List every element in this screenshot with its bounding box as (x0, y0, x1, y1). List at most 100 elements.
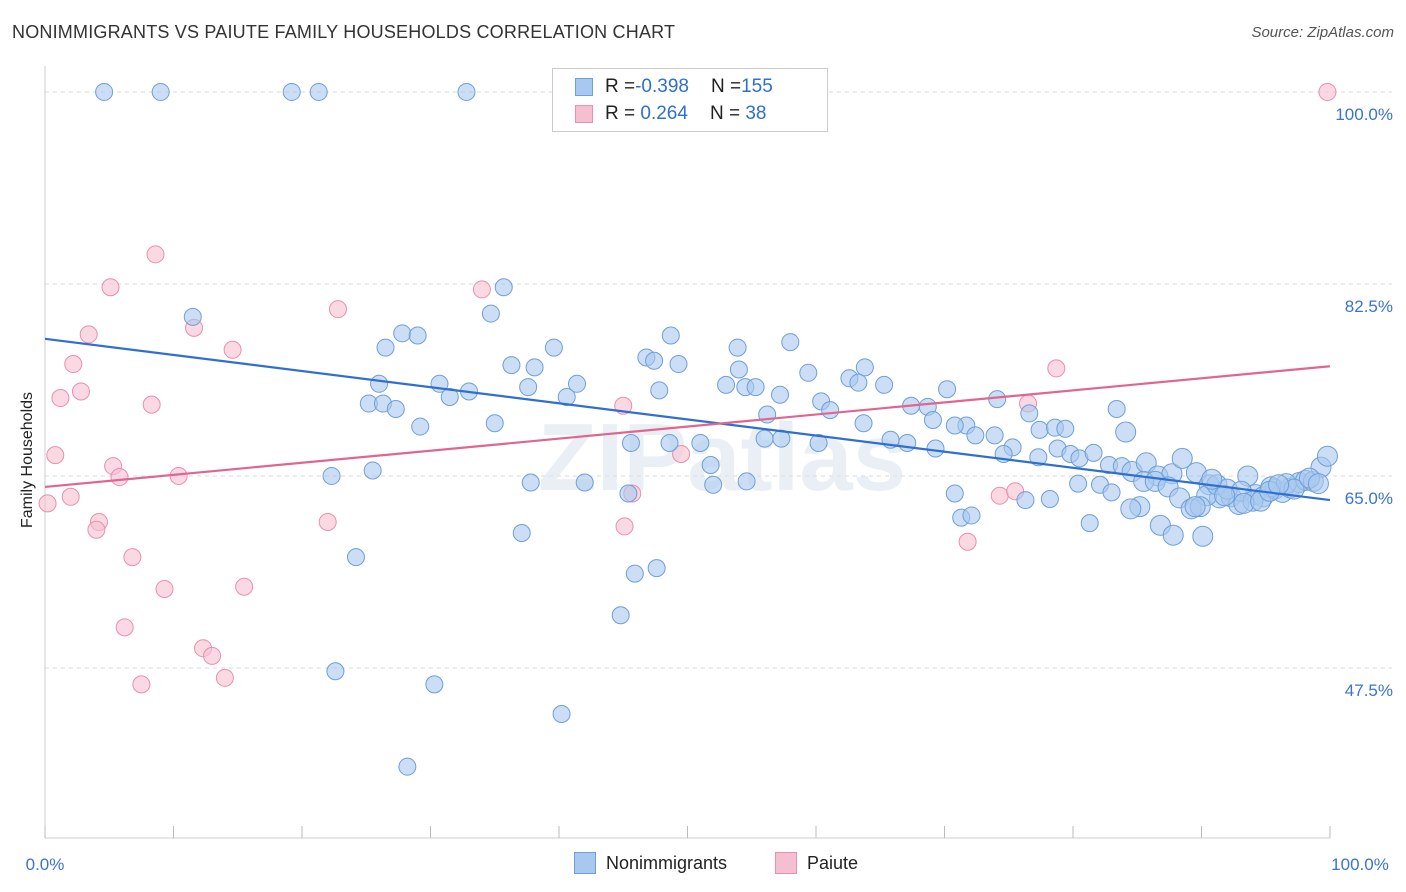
correlation-legend: R = -0.398 N = 155 R = 0.264 N = 38 (552, 68, 828, 132)
nonimmigrants-point (875, 375, 894, 394)
paiute-point (87, 520, 106, 539)
paiute-point (615, 517, 634, 536)
nonimmigrants-point (1307, 473, 1329, 495)
nonimmigrants-point (985, 426, 1004, 445)
nonimmigrants-point (650, 381, 669, 400)
paiute-point (318, 513, 337, 532)
tick-labels: 47.5% 65.0% 82.5% 100.0% 0.0% 100.0% (26, 105, 1393, 874)
r-value: 0.264 (635, 103, 688, 124)
nonimmigrants-point (1056, 419, 1075, 438)
paiute-point (79, 325, 98, 344)
nonimmigrants-point (567, 374, 586, 393)
nonimmigrants-point (346, 548, 365, 567)
nonimmigrants-point (619, 484, 638, 503)
nonimmigrants-point (898, 434, 917, 453)
nonimmigrants-point (1084, 443, 1103, 462)
nonimmigrants-point (512, 523, 531, 542)
nonimmigrants-point (398, 757, 417, 776)
nonimmigrants-point (621, 434, 640, 453)
paiute-point (472, 280, 491, 299)
legend-row-paiute: R = 0.264 N = 38 (575, 101, 766, 127)
nonimmigrants-point (411, 417, 430, 436)
nonimmigrants-point (611, 606, 630, 625)
y-tick-label: 82.5% (1345, 297, 1393, 316)
nonimmigrants-point (502, 356, 521, 375)
nonimmigrants-point (376, 338, 395, 357)
nonimmigrants-point (408, 326, 427, 345)
paiute-point (101, 278, 120, 297)
nonimmigrants-point (95, 82, 114, 101)
nonimmigrants-point (363, 461, 382, 480)
nonimmigrants-point (1192, 525, 1214, 547)
nonimmigrants-point (481, 304, 500, 323)
n-value: 155 (741, 76, 773, 97)
nonimmigrants-point (701, 455, 720, 474)
nonimmigrants-point (746, 378, 765, 397)
paiute-swatch (775, 852, 797, 874)
nonimmigrants-point (1102, 483, 1121, 502)
chart-title: NONIMMIGRANTS VS PAIUTE FAMILY HOUSEHOLD… (12, 22, 676, 42)
nonimmigrants-point (393, 324, 412, 343)
nonimmigrants-swatch (574, 852, 596, 874)
nonimmigrants-point (425, 675, 444, 694)
y-tick-label: 65.0% (1345, 489, 1393, 508)
n-value: 38 (740, 103, 767, 124)
x-tick-label: 100.0% (1331, 855, 1389, 874)
nonimmigrants-point (1080, 514, 1099, 533)
nonimmigrants-point (945, 484, 964, 503)
paiute-point (110, 468, 129, 487)
nonimmigrants-point (1029, 448, 1048, 467)
nonimmigrants-trend-line (44, 337, 1331, 502)
paiute-point (146, 245, 165, 264)
nonimmigrants-point (962, 506, 981, 525)
nonimmigrants-point (771, 385, 790, 404)
nonimmigrants-point (1115, 421, 1137, 443)
paiute-point (64, 355, 83, 374)
nonimmigrants-point (552, 705, 571, 724)
nonimmigrants-point (485, 414, 504, 433)
paiute-point (215, 668, 234, 687)
nonimmigrants-point (370, 374, 389, 393)
r-label: R = (605, 103, 636, 124)
nonimmigrants-point (729, 360, 748, 379)
paiute-point (115, 618, 134, 637)
nonimmigrants-point (1316, 445, 1338, 467)
nonimmigrants-point (938, 380, 957, 399)
nonimmigrants-point (544, 338, 563, 357)
paiute-point (1318, 82, 1337, 101)
nonimmigrants-point (326, 662, 345, 681)
paiute-point (155, 579, 174, 598)
nonimmigrants-point (704, 475, 723, 494)
nonimmigrants-point (457, 82, 476, 101)
nonimmigrants-point (1030, 420, 1049, 439)
paiute-point (990, 486, 1009, 505)
n-label: N = (709, 103, 741, 124)
nonimmigrants-point (309, 82, 328, 101)
nonimmigrants-point (966, 426, 985, 445)
nonimmigrants-point (557, 387, 576, 406)
nonimmigrants-point (1020, 404, 1039, 423)
nonimmigrants-point (737, 472, 756, 491)
nonimmigrants-point (1120, 498, 1142, 520)
nonimmigrants-point (183, 307, 202, 326)
nonimmigrants-point (854, 414, 873, 433)
y-axis-label: Family Households (19, 391, 36, 529)
nonimmigrants-point (923, 410, 942, 429)
paiute-point (142, 395, 161, 414)
x-tick-label: 0.0% (26, 855, 65, 874)
nonimmigrants-point (849, 373, 868, 392)
legend-item-nonimmigrants[interactable]: Nonimmigrants (574, 852, 727, 874)
y-tick-label: 100.0% (1335, 105, 1393, 124)
r-label: R = (605, 76, 636, 97)
paiute-point (61, 487, 80, 506)
nonimmigrants-point (661, 326, 680, 345)
nonimmigrants-point (799, 363, 818, 382)
nonimmigrants-point (855, 358, 874, 377)
legend-label: Paiute (807, 852, 859, 873)
trend-lines (44, 337, 1331, 502)
nonimmigrants-point (647, 559, 666, 578)
paiute-point (1047, 359, 1066, 378)
nonimmigrants-point (440, 387, 459, 406)
legend-item-paiute[interactable]: Paiute (775, 852, 858, 874)
